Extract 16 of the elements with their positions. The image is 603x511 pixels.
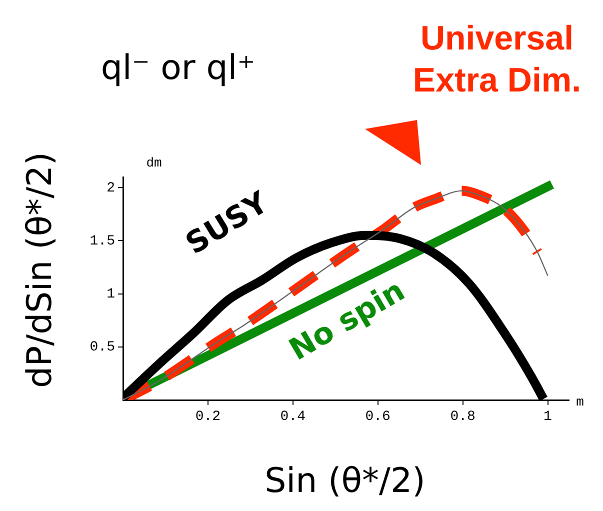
text: No spin — [283, 273, 411, 368]
text: m — [576, 394, 584, 410]
x-tick-label: 1 — [544, 409, 552, 426]
y-axis-title: dP/dSin (θ*/2) — [20, 152, 60, 388]
y-tick-label: 1 — [106, 286, 115, 303]
text: Universal Extra Dim. — [412, 19, 582, 100]
x-axis-title: Sin (θ*/2) — [264, 460, 426, 501]
y-tick-label: 0.5 — [90, 340, 115, 356]
x-tick-label: 0.8 — [450, 409, 476, 426]
x-tick-label: 0.2 — [195, 409, 221, 426]
text: dm — [146, 155, 162, 170]
x-tick-label: 0.4 — [280, 409, 306, 426]
y-tick-label: 1.5 — [90, 233, 115, 250]
chart-title: ql⁻ or ql⁺ — [100, 48, 256, 88]
x-tick-label: 0.6 — [365, 409, 390, 426]
y-tick-label: 2 — [106, 180, 115, 196]
